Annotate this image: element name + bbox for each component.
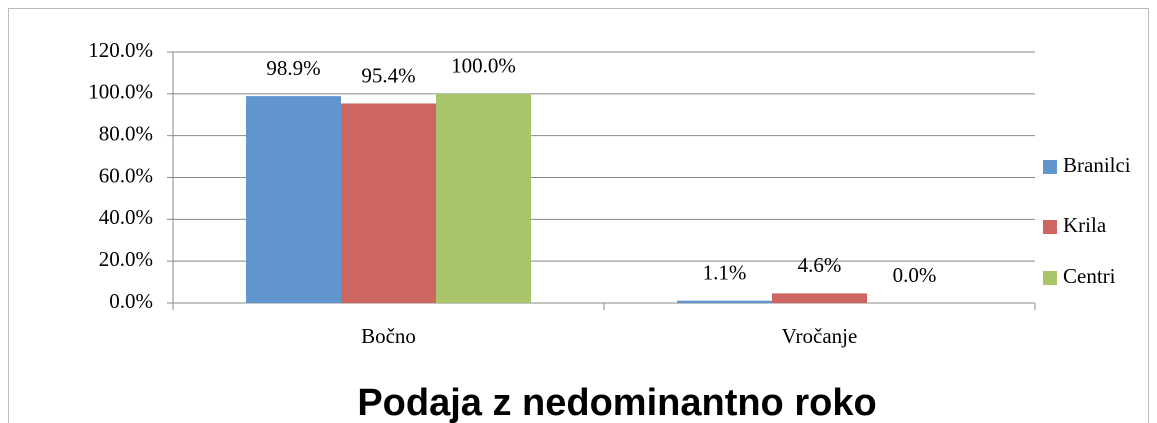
bar	[677, 300, 772, 303]
y-tick-label: 120.0%	[88, 38, 153, 62]
y-tick-label: 20.0%	[99, 247, 153, 271]
bar	[436, 93, 531, 303]
y-tick-label: 0.0%	[109, 289, 153, 313]
chart-title: Podaja z nedominantno roko	[357, 382, 876, 423]
bar	[772, 293, 867, 303]
value-label: 98.9%	[266, 56, 320, 80]
legend-swatch	[1043, 160, 1057, 174]
x-tick-label: Vročanje	[782, 324, 858, 348]
value-label: 0.0%	[893, 263, 937, 287]
value-label: 95.4%	[361, 63, 415, 87]
chart-frame	[8, 8, 1149, 423]
value-label: 4.6%	[798, 253, 842, 277]
y-tick-label: 40.0%	[99, 205, 153, 229]
bar	[246, 96, 341, 304]
x-tick-label: Bočno	[361, 324, 416, 348]
legend-label: Centri	[1063, 264, 1116, 288]
value-label: 100.0%	[451, 54, 516, 78]
bar	[341, 103, 436, 303]
value-label: 1.1%	[703, 261, 747, 285]
legend-swatch	[1043, 220, 1057, 234]
y-tick-label: 80.0%	[99, 121, 153, 145]
legend-label: Krila	[1063, 213, 1107, 237]
legend-swatch	[1043, 271, 1057, 285]
legend-label: Branilci	[1063, 153, 1131, 177]
y-tick-label: 60.0%	[99, 163, 153, 187]
y-tick-label: 100.0%	[88, 80, 153, 104]
